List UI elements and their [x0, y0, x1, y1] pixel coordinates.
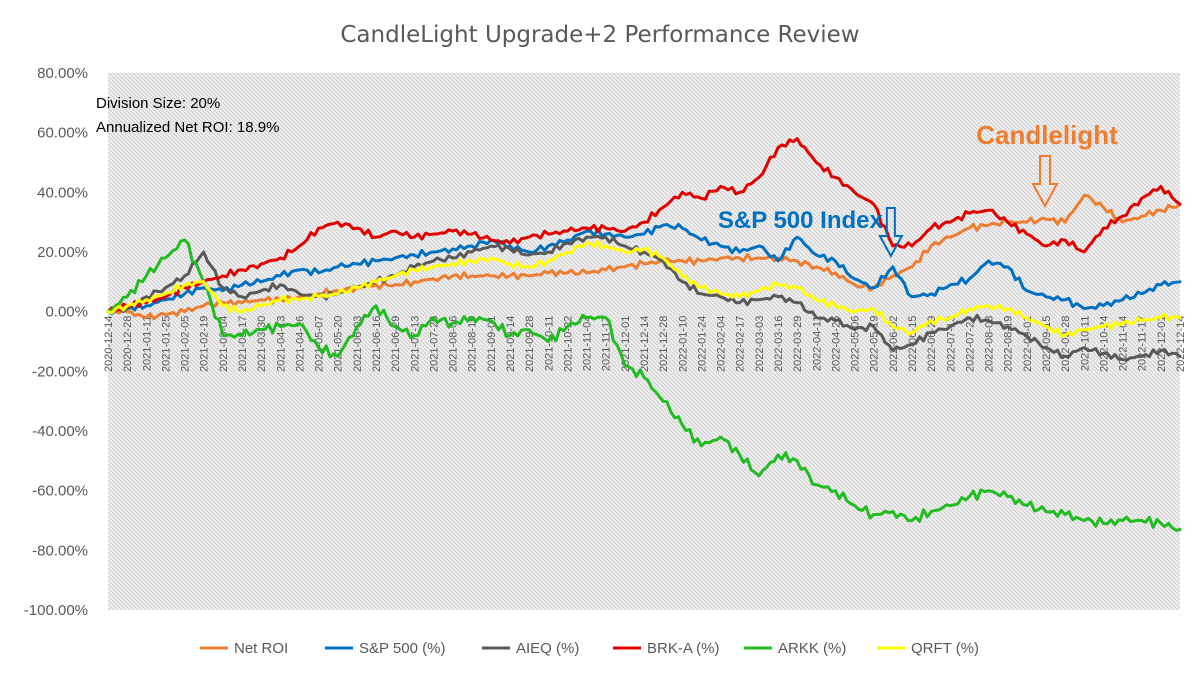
x-tick-label: 2022-11-04: [1118, 316, 1130, 371]
y-tick-label: -60.00%: [32, 483, 88, 500]
y-tick-label: -40.00%: [32, 423, 88, 440]
x-tick-label: 2021-05-07: [314, 316, 326, 372]
annualized-roi-label: Annualized Net ROI: 18.9%: [96, 119, 279, 136]
x-tick-label: 2022-07-27: [964, 316, 976, 372]
candlelight-arrow-icon: [1031, 155, 1059, 209]
x-tick-label: 2021-12-28: [658, 316, 670, 372]
legend: Net ROI S&P 500 (%) AIEQ (%) BRK-A (%) ARKK …: [200, 640, 979, 657]
x-tick-label: 2021-09-28: [524, 316, 536, 372]
legend-label: QRFT (%): [911, 640, 979, 657]
x-tick-label: 2022-09-01: [1022, 316, 1034, 372]
annotation-layer: Division Size: 20% Annualized Net ROI: 18…: [96, 95, 1118, 259]
chart-title: CandleLight Upgrade+2 Performance Review: [340, 22, 859, 48]
x-tick-label: 2022-05-06: [850, 316, 862, 372]
series-line: [106, 239, 1182, 338]
x-tick-label: 2022-10-11: [1079, 316, 1091, 371]
x-tick-label: 2020-12-14: [103, 316, 115, 372]
plot-area: [108, 73, 1180, 610]
x-tick-label: 2022-04-25: [830, 316, 842, 372]
sp500-index-annotation: S&P 500 Index: [718, 207, 884, 234]
legend-label: AIEQ (%): [516, 640, 579, 657]
x-tick-label: 2022-01-24: [696, 316, 708, 372]
y-tick-label: 0.00%: [45, 304, 88, 321]
x-tick-label: 2021-07-26: [428, 316, 440, 372]
series-line: [106, 222, 1182, 316]
series-layer: [106, 137, 1182, 532]
x-tick-label: 2021-04-13: [275, 316, 287, 372]
x-tick-label: 2021-02-19: [199, 316, 211, 372]
sp500-arrow-icon: [878, 207, 904, 259]
y-tick-label: 20.00%: [37, 244, 88, 261]
x-tick-label: 2021-02-05: [180, 316, 192, 372]
x-tick-label: 2021-05-20: [333, 316, 345, 372]
x-tick-label: 2022-12-01: [1156, 316, 1168, 372]
x-tick-label: 2022-01-10: [677, 316, 689, 372]
y-tick-label: 80.00%: [37, 65, 88, 82]
series-line: [106, 238, 1182, 532]
x-tick-label: 2022-12-14: [1175, 316, 1187, 372]
y-tick-label: -20.00%: [32, 363, 88, 380]
candlelight-annotation: Candlelight: [976, 120, 1118, 150]
x-tick-label: 2022-10-24: [1098, 316, 1110, 372]
series-line: [106, 137, 1182, 314]
x-tick-label: 2022-04-11: [811, 316, 823, 371]
x-tick-label: 2022-09-28: [1060, 316, 1072, 372]
y-tick-label: 40.00%: [37, 184, 88, 201]
x-tick-label: 2021-03-30: [256, 316, 268, 372]
x-tick-label: 2021-09-01: [486, 316, 498, 372]
legend-label: Net ROI: [234, 640, 288, 657]
x-tick-label: 2021-11-04: [582, 316, 594, 371]
x-tick-label: 2021-08-19: [467, 316, 479, 372]
x-tick-label: 2021-04-26: [294, 316, 306, 372]
x-tick-label: 2022-03-03: [754, 316, 766, 372]
x-tick-label: 2022-03-29: [792, 316, 804, 372]
series-line: [106, 234, 1182, 362]
x-tick-label: 2021-01-11: [141, 316, 153, 371]
x-tick-label: 2022-02-17: [735, 316, 747, 372]
x-tick-label: 2021-10-11: [543, 316, 555, 371]
x-tick-label: 2021-12-14: [639, 316, 651, 372]
legend-label: S&P 500 (%): [359, 640, 445, 657]
y-tick-label: -80.00%: [32, 542, 88, 559]
legend-label: BRK-A (%): [647, 640, 720, 657]
x-tick-label: 2021-09-14: [505, 316, 517, 372]
y-axis: 80.00% 60.00% 40.00% 20.00% 0.00% -20.00% -40.…: [24, 65, 88, 619]
x-tick-label: 2020-12-28: [122, 316, 134, 372]
division-size-label: Division Size: 20%: [96, 95, 220, 112]
x-tick-label: 2021-03-17: [237, 316, 249, 372]
x-tick-label: 2022-06-29: [926, 316, 938, 372]
y-tick-label: -100.00%: [24, 602, 88, 619]
x-tick-label: 2022-03-16: [773, 316, 785, 372]
legend-label: ARKK (%): [778, 640, 846, 657]
x-tick-label: 2021-08-06: [448, 316, 460, 372]
x-axis: 2020-12-14 2020-12-28 2021-01-11 2021-01-25…: [103, 316, 1187, 372]
x-tick-label: 2021-01-25: [160, 316, 172, 372]
x-tick-label: 2022-02-04: [716, 316, 728, 372]
x-tick-label: 2021-12-01: [620, 316, 632, 372]
y-tick-label: 60.00%: [37, 125, 88, 142]
x-tick-label: 2021-07-13: [409, 316, 421, 372]
x-tick-label: 2022-08-08: [984, 316, 996, 372]
x-tick-label: 2022-11-17: [1137, 316, 1149, 371]
x-tick-label: 2021-06-16: [371, 316, 383, 372]
x-tick-label: 2022-08-19: [1003, 316, 1015, 372]
